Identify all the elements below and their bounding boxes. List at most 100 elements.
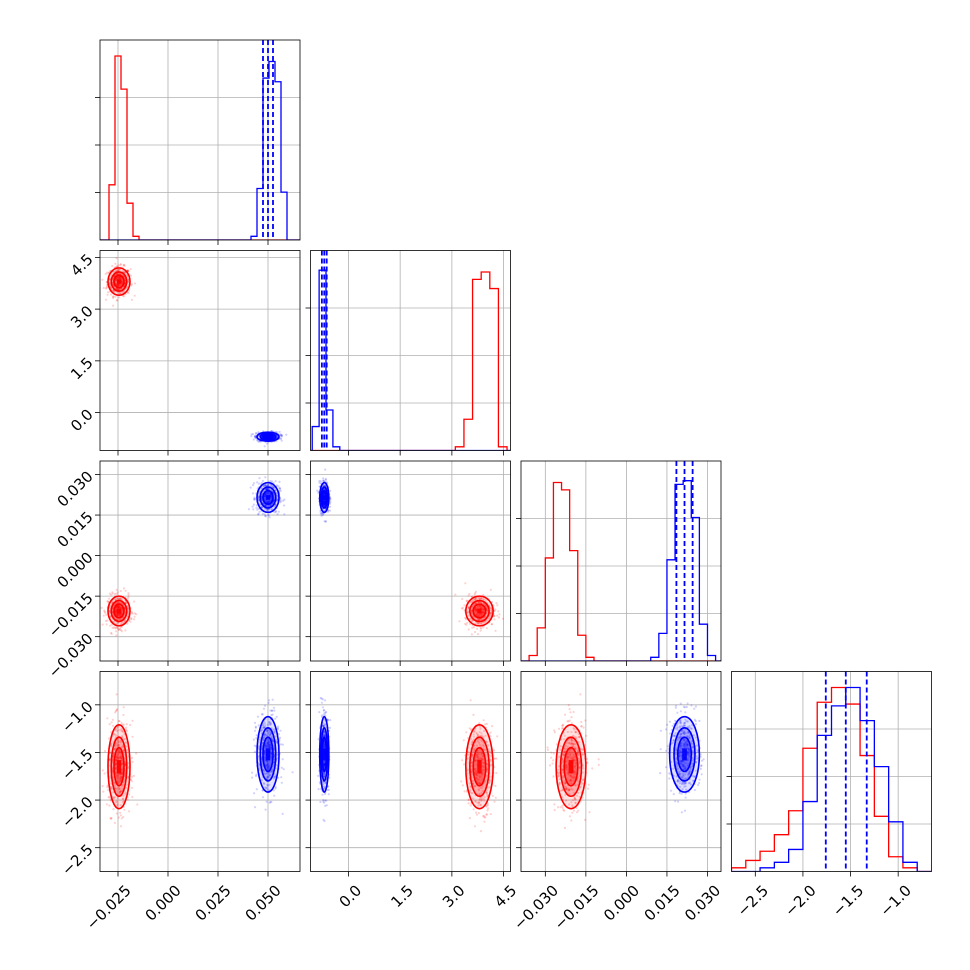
sample-point	[115, 756, 118, 759]
sample-point	[119, 773, 122, 776]
sample-point	[118, 628, 121, 631]
sample-point	[118, 613, 122, 616]
sample-point	[573, 770, 576, 773]
sample-point	[280, 434, 283, 437]
sample-point	[575, 806, 578, 810]
sample-point	[120, 607, 123, 610]
sample-point	[110, 721, 113, 724]
sample-point	[116, 613, 119, 616]
sample-point	[487, 744, 490, 747]
sample-point	[258, 477, 261, 480]
sample-point	[558, 755, 561, 758]
sample-point	[266, 764, 269, 767]
sample-point	[124, 791, 127, 794]
sample-point	[328, 726, 332, 730]
sample-point	[120, 282, 124, 285]
sample-point	[118, 618, 121, 621]
sample-point	[484, 723, 487, 726]
sample-point	[112, 796, 115, 799]
sample-point	[250, 433, 253, 436]
sample-point	[470, 771, 473, 774]
sample-point	[477, 614, 480, 617]
sample-point	[573, 758, 576, 761]
sample-point	[276, 727, 279, 730]
sample-point	[478, 615, 481, 618]
sample-point	[465, 731, 468, 734]
sample-point	[581, 796, 584, 799]
density-core	[266, 748, 270, 761]
sample-point	[477, 752, 480, 756]
sample-point	[324, 723, 327, 726]
sample-point	[324, 710, 328, 713]
sample-point	[279, 433, 282, 436]
sample-point	[475, 784, 478, 787]
sample-point	[118, 268, 121, 271]
sample-point	[119, 779, 122, 782]
sample-point	[122, 749, 125, 752]
sample-point	[116, 758, 119, 761]
sample-point	[475, 613, 478, 616]
sample-point	[275, 715, 278, 718]
sample-point	[119, 811, 122, 814]
sample-point	[270, 756, 273, 760]
sample-point	[478, 722, 481, 725]
sample-point	[471, 600, 474, 603]
sample-point	[463, 604, 466, 607]
sample-point	[257, 512, 260, 516]
sample-point	[104, 272, 107, 275]
sample-point	[264, 484, 267, 487]
sample-point	[561, 724, 564, 727]
sample-point	[100, 606, 103, 610]
sample-point	[266, 730, 269, 733]
sample-point	[479, 613, 482, 616]
sample-point	[480, 745, 483, 748]
sample-point	[558, 778, 562, 781]
sample-point	[262, 707, 266, 710]
sample-point	[263, 496, 266, 499]
sample-point	[479, 782, 482, 785]
sample-point	[269, 496, 272, 500]
sample-point	[130, 618, 133, 621]
sample-point	[125, 745, 128, 748]
sample-point	[559, 748, 562, 751]
sample-point	[115, 622, 118, 625]
sample-point	[268, 722, 271, 725]
sample-point	[474, 607, 477, 611]
sample-point	[571, 804, 574, 807]
sample-point	[559, 806, 562, 809]
sample-point	[472, 797, 475, 800]
sample-point	[565, 787, 568, 790]
density-core	[322, 495, 327, 500]
sample-point	[471, 792, 474, 795]
sample-point	[269, 753, 272, 756]
sample-point	[282, 499, 285, 502]
sample-point	[476, 732, 479, 736]
sample-point	[466, 769, 469, 772]
sample-point	[480, 786, 483, 790]
sample-point	[321, 706, 325, 709]
sample-point	[476, 733, 479, 737]
sample-point	[267, 501, 270, 504]
sample-point	[116, 597, 119, 600]
sample-point	[266, 743, 270, 746]
sample-point	[272, 728, 276, 731]
sample-point	[264, 497, 267, 501]
sample-point	[261, 796, 265, 799]
sample-point	[480, 622, 483, 625]
sample-point	[251, 771, 254, 774]
histogram-series-0	[521, 481, 721, 661]
sample-point	[118, 276, 121, 279]
sample-point	[574, 798, 577, 801]
sample-point	[124, 737, 127, 740]
sample-point	[322, 730, 326, 734]
sample-point	[470, 633, 473, 636]
sample-point	[478, 778, 481, 781]
sample-point	[572, 779, 575, 782]
sample-point	[122, 587, 126, 590]
sample-point	[117, 605, 120, 608]
sample-point	[96, 609, 98, 611]
sample-point	[485, 813, 488, 816]
sample-point	[478, 800, 481, 803]
sample-point	[470, 764, 473, 767]
sample-point	[558, 774, 561, 778]
